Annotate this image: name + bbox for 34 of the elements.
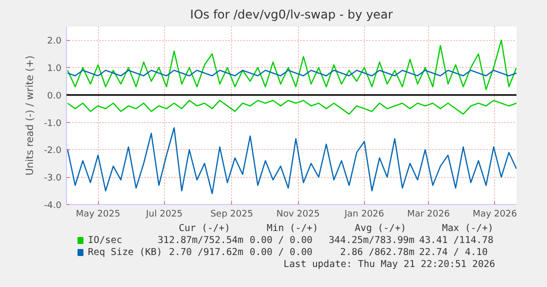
line-series <box>66 127 516 194</box>
x-tick-label: May 2026 <box>472 210 518 220</box>
y-axis-title: Units read (-) / write (+) <box>24 55 36 176</box>
chart-title: IOs for /dev/vg0/lv-swap - by year <box>190 8 393 22</box>
y-tick-label: 0.0 <box>47 91 62 102</box>
text: Max (-/+) <box>442 223 494 234</box>
text: 344.25m/783.99m <box>328 235 415 246</box>
x-tick-label: Mar 2026 <box>407 210 450 220</box>
x-tick-label: May 2025 <box>76 210 120 220</box>
y-tick-label: 1.0 <box>47 64 62 74</box>
line-series <box>66 40 516 90</box>
text: 22.74 / 4.10 <box>419 247 488 258</box>
x-tick-label: Jul 2025 <box>145 210 183 220</box>
text: 0.00 / 0.00 <box>250 247 313 258</box>
text: Min (-/+) <box>266 223 318 234</box>
y-tick-label: 2.0 <box>47 36 62 47</box>
legend-label: IO/sec <box>88 235 122 246</box>
text: 2.70 /917.62m <box>169 247 244 258</box>
y-tick-label: -3.0 <box>44 174 62 184</box>
y-tick-label: -1.0 <box>44 118 62 129</box>
x-tick-label: Jan 2026 <box>344 210 384 220</box>
y-tick-label: -4.0 <box>44 201 62 211</box>
text: 2.86 /862.78m <box>340 247 415 258</box>
text: 43.41 /114.78 <box>419 235 494 246</box>
x-tick-label: Nov 2025 <box>276 210 320 220</box>
text: Avg (-/+) <box>354 223 406 234</box>
legend-label: Req Size (KB) <box>88 247 162 258</box>
text: 0.00 / 0.00 <box>250 235 313 246</box>
text: Cur (-/+) <box>178 223 230 234</box>
y-tick-label: -2.0 <box>44 146 62 156</box>
text: Last update: Thu May 21 22:20:51 2026 <box>283 259 496 270</box>
x-tick-label: Sep 2025 <box>210 210 254 220</box>
line-series <box>66 100 516 115</box>
text: 312.87m/752.54m <box>158 235 244 246</box>
